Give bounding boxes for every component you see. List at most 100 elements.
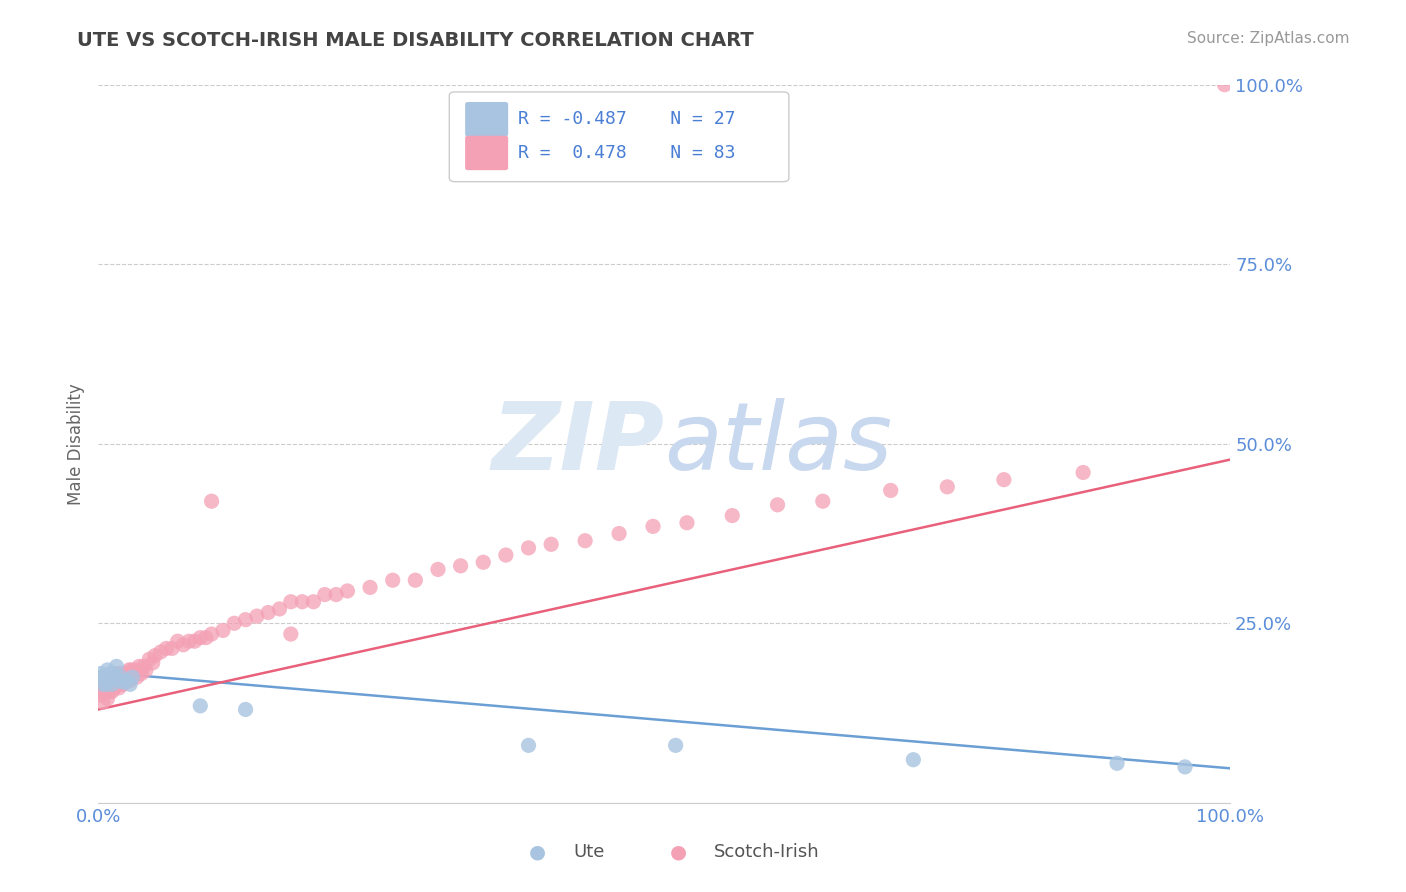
FancyBboxPatch shape bbox=[465, 102, 508, 136]
Point bbox=[811, 494, 834, 508]
Point bbox=[166, 634, 188, 648]
Point bbox=[107, 673, 129, 688]
Point bbox=[172, 638, 194, 652]
Point bbox=[128, 659, 150, 673]
Point bbox=[641, 519, 664, 533]
Point bbox=[115, 666, 138, 681]
Point bbox=[665, 739, 688, 753]
Point bbox=[160, 641, 183, 656]
Point bbox=[246, 609, 269, 624]
Point bbox=[212, 624, 235, 638]
Point bbox=[302, 595, 325, 609]
Point bbox=[105, 677, 128, 691]
Point bbox=[314, 588, 336, 602]
Point bbox=[131, 666, 153, 681]
Point bbox=[91, 677, 114, 691]
Point bbox=[936, 480, 959, 494]
Point bbox=[98, 684, 121, 698]
Point bbox=[325, 588, 347, 602]
Point bbox=[112, 675, 135, 690]
Point bbox=[880, 483, 903, 498]
Point bbox=[540, 537, 562, 551]
Point bbox=[101, 684, 124, 698]
Point bbox=[96, 691, 118, 706]
Point bbox=[224, 616, 246, 631]
Point bbox=[93, 681, 115, 695]
Point bbox=[903, 753, 925, 767]
Point bbox=[135, 663, 157, 677]
Point bbox=[104, 670, 127, 684]
Point bbox=[188, 631, 211, 645]
Point bbox=[1107, 756, 1129, 771]
Point bbox=[336, 584, 359, 599]
Point bbox=[607, 526, 630, 541]
Point bbox=[142, 656, 165, 670]
Point bbox=[149, 645, 172, 659]
Point bbox=[101, 670, 124, 684]
Point bbox=[517, 541, 540, 555]
Point bbox=[110, 670, 132, 684]
Point bbox=[90, 684, 112, 698]
Point bbox=[91, 695, 114, 709]
Point bbox=[114, 670, 136, 684]
Point bbox=[235, 613, 257, 627]
Point bbox=[121, 670, 143, 684]
Point bbox=[90, 688, 112, 702]
Point bbox=[96, 677, 118, 691]
Point bbox=[98, 670, 121, 684]
Text: R = -0.487    N = 27: R = -0.487 N = 27 bbox=[519, 111, 735, 128]
Point bbox=[120, 677, 142, 691]
Point bbox=[495, 548, 517, 562]
Point bbox=[132, 659, 155, 673]
Point bbox=[114, 673, 136, 688]
Point bbox=[194, 631, 217, 645]
Point bbox=[107, 681, 129, 695]
Text: ●: ● bbox=[529, 842, 547, 862]
Point bbox=[121, 670, 143, 684]
Point bbox=[96, 677, 118, 691]
Point bbox=[517, 739, 540, 753]
Point bbox=[101, 666, 124, 681]
Point bbox=[120, 673, 142, 688]
Point bbox=[110, 677, 132, 691]
Point bbox=[280, 595, 302, 609]
Point bbox=[112, 677, 135, 691]
FancyBboxPatch shape bbox=[450, 92, 789, 182]
Point bbox=[108, 670, 131, 684]
Point bbox=[111, 666, 134, 681]
Text: R =  0.478    N = 83: R = 0.478 N = 83 bbox=[519, 144, 735, 162]
Point bbox=[94, 684, 117, 698]
Point bbox=[103, 681, 125, 695]
Point bbox=[359, 581, 381, 595]
Point bbox=[94, 670, 117, 684]
Point bbox=[1213, 78, 1236, 92]
Point bbox=[107, 666, 129, 681]
Text: UTE VS SCOTCH-IRISH MALE DISABILITY CORRELATION CHART: UTE VS SCOTCH-IRISH MALE DISABILITY CORR… bbox=[77, 31, 754, 50]
Point bbox=[90, 666, 112, 681]
Point bbox=[427, 562, 450, 576]
Point bbox=[96, 663, 118, 677]
Point bbox=[124, 663, 146, 677]
Point bbox=[100, 677, 122, 691]
Point bbox=[120, 663, 142, 677]
Point bbox=[115, 673, 138, 688]
Point bbox=[291, 595, 314, 609]
Point bbox=[472, 555, 495, 569]
Point bbox=[269, 602, 291, 616]
Point bbox=[97, 677, 120, 691]
Point bbox=[143, 648, 166, 663]
Point bbox=[101, 677, 124, 691]
Y-axis label: Male Disability: Male Disability bbox=[66, 383, 84, 505]
Point bbox=[1174, 760, 1197, 774]
Point bbox=[235, 702, 257, 716]
Point bbox=[177, 634, 200, 648]
Point bbox=[381, 573, 404, 587]
Text: Source: ZipAtlas.com: Source: ZipAtlas.com bbox=[1187, 31, 1350, 46]
Point bbox=[574, 533, 596, 548]
Point bbox=[201, 627, 224, 641]
Point bbox=[100, 666, 122, 681]
Point bbox=[721, 508, 744, 523]
Point bbox=[117, 670, 139, 684]
Text: Scotch-Irish: Scotch-Irish bbox=[713, 843, 820, 861]
Point bbox=[404, 573, 426, 587]
